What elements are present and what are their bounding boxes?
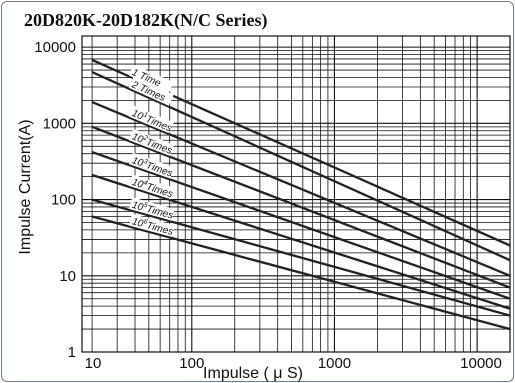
y-tick-label: 10000: [34, 39, 76, 56]
x-tick-label: 100: [179, 355, 204, 372]
series-label-background: [128, 105, 174, 134]
x-tick-label: 10000: [460, 355, 502, 372]
series-label-text: 106Times: [131, 215, 175, 238]
y-tick-label: 100: [51, 192, 76, 209]
series-label-background: [128, 197, 175, 221]
series-label: 103Times: [128, 152, 175, 180]
series-line: [91, 173, 511, 310]
series-line: [91, 151, 511, 300]
chart-title: 20D820K-20D182K(N/C Series): [24, 10, 267, 31]
x-tick-label: 1000: [318, 355, 351, 372]
series-label-background: [128, 76, 174, 106]
series-label: 104Times: [128, 174, 175, 200]
y-tick-label: 10: [59, 268, 76, 285]
series-label-background: [128, 174, 175, 200]
series-label-text: 103Times: [130, 154, 174, 179]
series-label-background: [128, 128, 175, 156]
series-lines: [91, 58, 511, 331]
x-tick-label: 10: [85, 355, 102, 372]
series-label-background: [128, 64, 174, 94]
y-tick-label: 1: [68, 344, 76, 361]
series-line: [91, 125, 511, 289]
series-label-background: [128, 152, 175, 179]
y-axis-title: Impulse Current(A): [17, 119, 34, 254]
series-line: [91, 215, 511, 331]
series-label: 106Times: [129, 213, 175, 238]
series-label-background: [129, 213, 175, 237]
series-line: [91, 101, 511, 277]
series-label: 102Times: [128, 128, 175, 157]
x-axis-title: Impulse ( μ S): [203, 365, 303, 382]
series-line: [91, 71, 511, 262]
tick-labels: 10 100 1000 10000 1 10 100 1000 10000: [34, 39, 502, 372]
series-line: [91, 198, 511, 317]
y-tick-label: 1000: [43, 115, 76, 132]
